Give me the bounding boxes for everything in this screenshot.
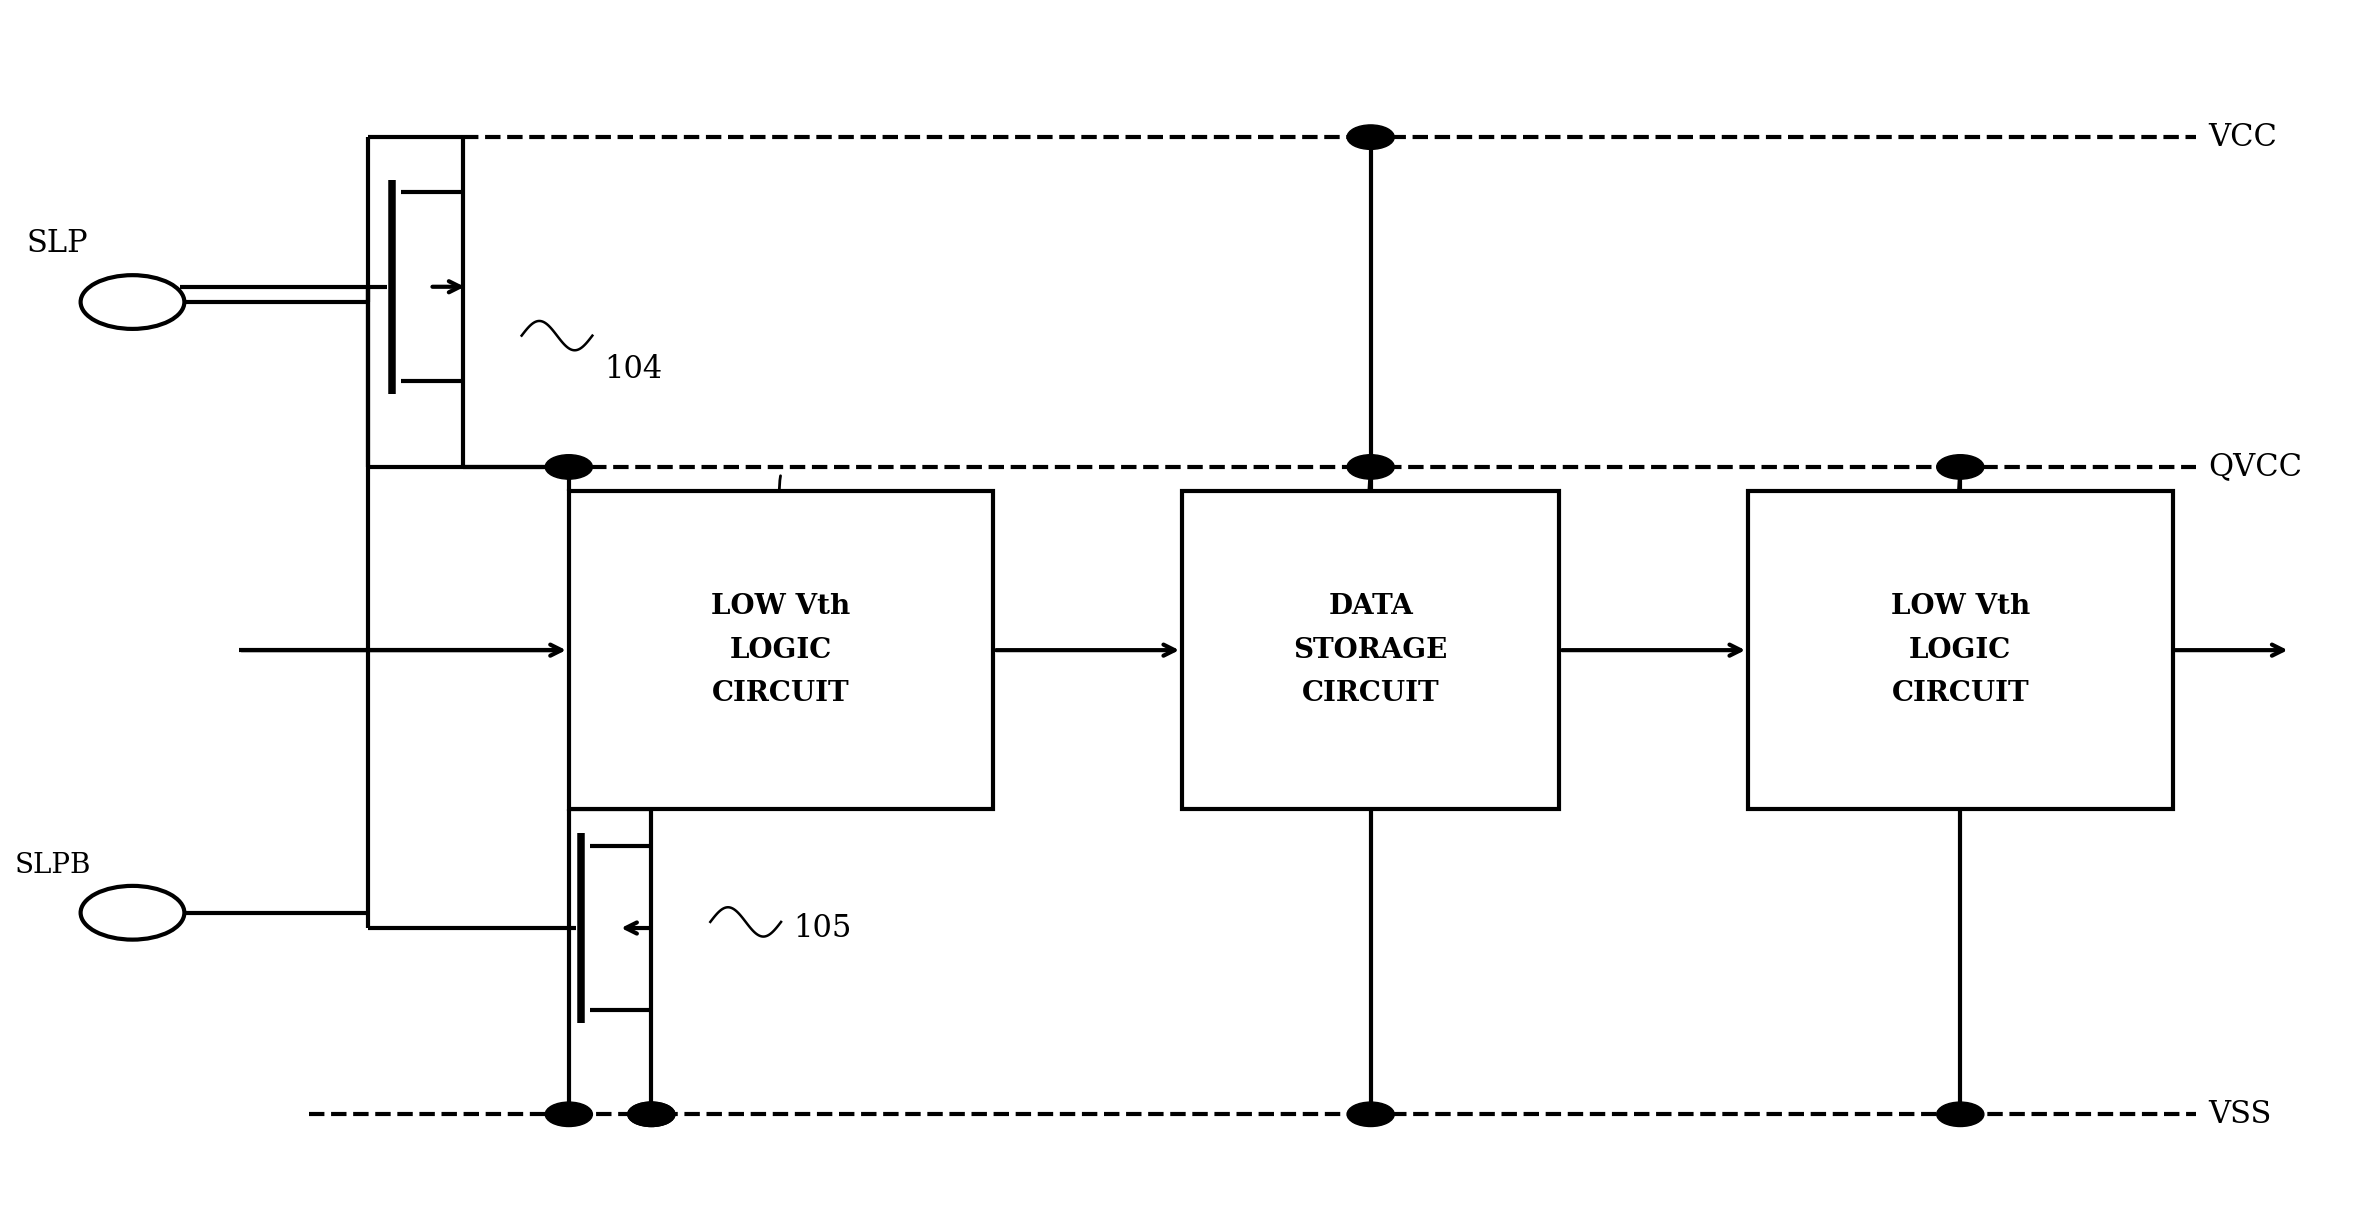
Text: VCC: VCC — [2208, 121, 2277, 152]
Circle shape — [1347, 125, 1395, 150]
Text: LOW Vth
LOGIC
CIRCUIT: LOW Vth LOGIC CIRCUIT — [712, 593, 851, 708]
Bar — [1182, 491, 1560, 809]
Text: DATA
STORAGE
CIRCUIT: DATA STORAGE CIRCUIT — [1293, 593, 1447, 708]
Circle shape — [1347, 1102, 1395, 1126]
Bar — [570, 491, 993, 809]
Text: 105: 105 — [792, 913, 851, 944]
Circle shape — [1936, 1102, 1983, 1126]
Circle shape — [629, 1102, 676, 1126]
Text: 102: 102 — [2019, 546, 2078, 578]
Bar — [1747, 491, 2173, 809]
Text: 104: 104 — [605, 353, 662, 385]
Circle shape — [546, 455, 593, 479]
Circle shape — [1936, 455, 1983, 479]
Text: 101: 101 — [839, 546, 898, 578]
Text: SLPB: SLPB — [14, 852, 92, 879]
Text: QVCC: QVCC — [2208, 452, 2303, 482]
Text: 103: 103 — [1430, 546, 1487, 578]
Circle shape — [546, 1102, 593, 1126]
Text: SLP: SLP — [26, 228, 87, 259]
Circle shape — [1347, 455, 1395, 479]
Text: VSS: VSS — [2208, 1099, 2272, 1130]
Circle shape — [629, 1102, 676, 1126]
Text: LOW Vth
LOGIC
CIRCUIT: LOW Vth LOGIC CIRCUIT — [1891, 593, 2031, 708]
